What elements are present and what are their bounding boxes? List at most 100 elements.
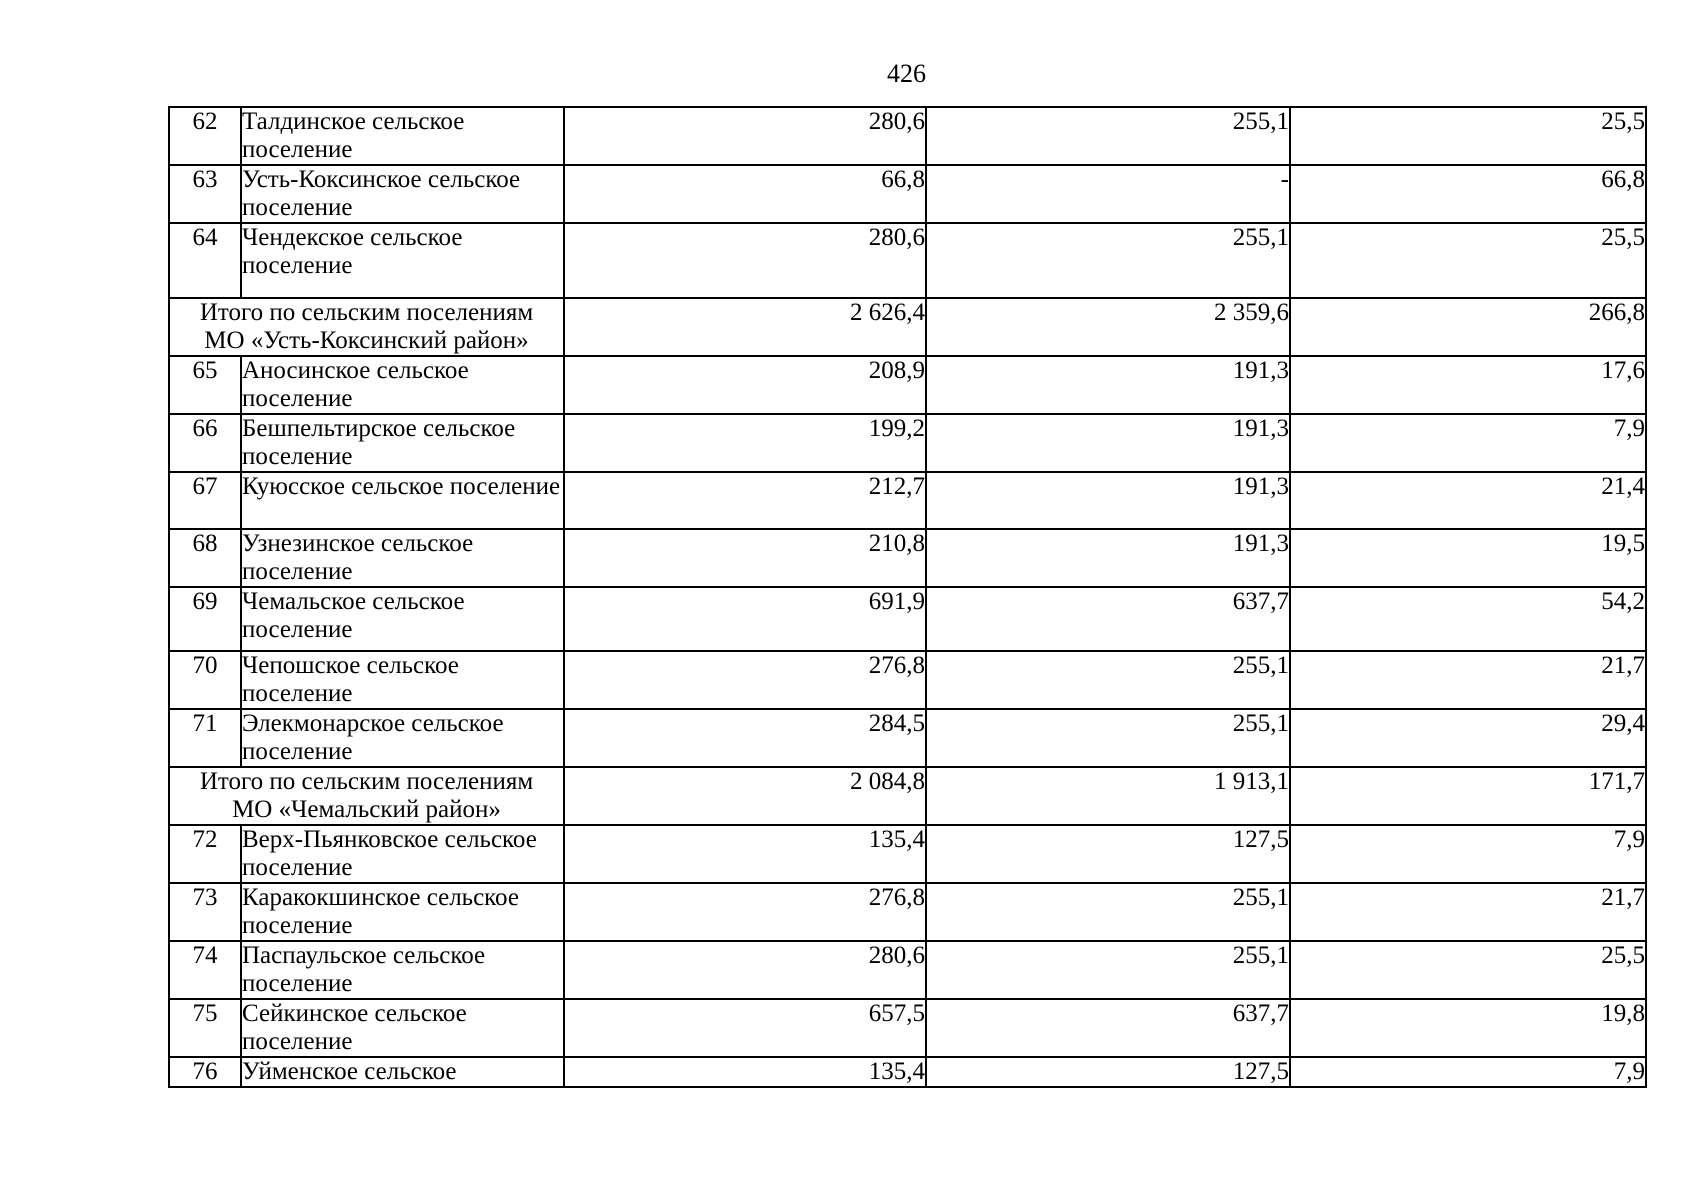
- settlement-name: Талдинское сельское поселение: [240, 106, 565, 166]
- value-cell: 199,2: [563, 413, 927, 473]
- table-row: 64 Чендекское сельское поселение 280,6 2…: [168, 222, 1647, 299]
- table-row: 71 Элекмонарское сельское поселение 284,…: [168, 708, 1647, 768]
- table-row: 63 Усть-Коксинское сельское поселение 66…: [168, 164, 1647, 224]
- value-cell: 66,8: [1289, 164, 1647, 224]
- value-cell: 25,5: [1289, 940, 1647, 1000]
- value-cell: 280,6: [563, 106, 927, 166]
- value-cell: 29,4: [1289, 708, 1647, 768]
- value-cell: 19,5: [1289, 528, 1647, 588]
- total-label: Итого по сельским поселениям МО «Чемальс…: [168, 766, 565, 826]
- page-number: 426: [887, 59, 926, 88]
- value-cell: 284,5: [563, 708, 927, 768]
- value-cell: 637,7: [925, 998, 1291, 1058]
- value-cell: 191,3: [925, 413, 1291, 473]
- value-cell: 127,5: [925, 824, 1291, 884]
- row-number: 69: [168, 586, 242, 652]
- value-cell: 255,1: [925, 708, 1291, 768]
- value-cell: 657,5: [563, 998, 927, 1058]
- value-cell: 276,8: [563, 650, 927, 710]
- value-cell: 135,4: [563, 1056, 927, 1088]
- settlements-table: 62 Талдинское сельское поселение 280,6 2…: [168, 106, 1647, 1088]
- value-cell: 280,6: [563, 940, 927, 1000]
- settlement-name: Чендекское сельское поселение: [240, 222, 565, 299]
- row-number: 64: [168, 222, 242, 299]
- value-cell: 1 913,1: [925, 766, 1291, 826]
- row-number: 70: [168, 650, 242, 710]
- value-cell: 191,3: [925, 528, 1291, 588]
- row-number: 71: [168, 708, 242, 768]
- settlement-name: Узнезинское сельское поселение: [240, 528, 565, 588]
- row-number: 62: [168, 106, 242, 166]
- table-row: 75 Сейкинское сельское поселение 657,5 6…: [168, 998, 1647, 1058]
- settlement-name: Аносинское сельское поселение: [240, 355, 565, 415]
- value-cell: 637,7: [925, 586, 1291, 652]
- table-row: 62 Талдинское сельское поселение 280,6 2…: [168, 106, 1647, 166]
- value-cell: 2 084,8: [563, 766, 927, 826]
- value-cell: 191,3: [925, 355, 1291, 415]
- value-cell: 171,7: [1289, 766, 1647, 826]
- value-cell: 255,1: [925, 882, 1291, 942]
- value-cell: 7,9: [1289, 824, 1647, 884]
- value-cell: 21,4: [1289, 471, 1647, 530]
- settlement-name: Чепошское сельское поселение: [240, 650, 565, 710]
- value-cell: 7,9: [1289, 1056, 1647, 1088]
- value-cell: 135,4: [563, 824, 927, 884]
- row-number: 74: [168, 940, 242, 1000]
- value-cell: -: [925, 164, 1291, 224]
- total-label-line2: МО «Чемальский район»: [232, 796, 501, 823]
- row-number: 76: [168, 1056, 242, 1088]
- settlement-name: Бешпельтирское сельское поселение: [240, 413, 565, 473]
- row-number: 73: [168, 882, 242, 942]
- value-cell: 255,1: [925, 106, 1291, 166]
- value-cell: 2 626,4: [563, 297, 927, 357]
- value-cell: 691,9: [563, 586, 927, 652]
- value-cell: 280,6: [563, 222, 927, 299]
- row-number: 75: [168, 998, 242, 1058]
- value-cell: 66,8: [563, 164, 927, 224]
- table-row: 65 Аносинское сельское поселение 208,9 1…: [168, 355, 1647, 415]
- value-cell: 19,8: [1289, 998, 1647, 1058]
- settlement-name: Паспаульское сельское поселение: [240, 940, 565, 1000]
- row-number: 67: [168, 471, 242, 530]
- row-number: 66: [168, 413, 242, 473]
- settlement-name: Элекмонарское сельское поселение: [240, 708, 565, 768]
- table-total-row: Итого по сельским поселениям МО «Усть-Ко…: [168, 297, 1647, 357]
- total-label-line2: МО «Усть-Коксинский район»: [204, 327, 529, 354]
- settlement-name: Чемальское сельское поселение: [240, 586, 565, 652]
- table-row: 73 Каракокшинское сельское поселение 276…: [168, 882, 1647, 942]
- value-cell: 266,8: [1289, 297, 1647, 357]
- value-cell: 276,8: [563, 882, 927, 942]
- settlement-name: Верх-Пьянковское сельское поселение: [240, 824, 565, 884]
- value-cell: 21,7: [1289, 882, 1647, 942]
- value-cell: 21,7: [1289, 650, 1647, 710]
- settlement-name: Усть-Коксинское сельское поселение: [240, 164, 565, 224]
- row-number: 72: [168, 824, 242, 884]
- row-number: 63: [168, 164, 242, 224]
- settlement-name: Куюсское сельское поселение: [240, 471, 565, 530]
- value-cell: 127,5: [925, 1056, 1291, 1088]
- value-cell: 25,5: [1289, 222, 1647, 299]
- total-label-line1: Итого по сельским поселениям: [199, 299, 534, 326]
- value-cell: 2 359,6: [925, 297, 1291, 357]
- total-label-line1: Итого по сельским поселениям: [199, 768, 534, 795]
- value-cell: 54,2: [1289, 586, 1647, 652]
- table-row: 72 Верх-Пьянковское сельское поселение 1…: [168, 824, 1647, 884]
- total-label: Итого по сельским поселениям МО «Усть-Ко…: [168, 297, 565, 357]
- table-row: 69 Чемальское сельское поселение 691,9 6…: [168, 586, 1647, 652]
- settlement-name: Уйменское сельское: [240, 1056, 565, 1088]
- row-number: 65: [168, 355, 242, 415]
- value-cell: 255,1: [925, 940, 1291, 1000]
- table-row: 74 Паспаульское сельское поселение 280,6…: [168, 940, 1647, 1000]
- value-cell: 17,6: [1289, 355, 1647, 415]
- value-cell: 191,3: [925, 471, 1291, 530]
- row-number: 68: [168, 528, 242, 588]
- value-cell: 25,5: [1289, 106, 1647, 166]
- value-cell: 255,1: [925, 650, 1291, 710]
- table-row: 70 Чепошское сельское поселение 276,8 25…: [168, 650, 1647, 710]
- table-row: 66 Бешпельтирское сельское поселение 199…: [168, 413, 1647, 473]
- value-cell: 255,1: [925, 222, 1291, 299]
- settlement-name: Каракокшинское сельское поселение: [240, 882, 565, 942]
- table-row: 67 Куюсское сельское поселение 212,7 191…: [168, 471, 1647, 530]
- table-row: 68 Узнезинское сельское поселение 210,8 …: [168, 528, 1647, 588]
